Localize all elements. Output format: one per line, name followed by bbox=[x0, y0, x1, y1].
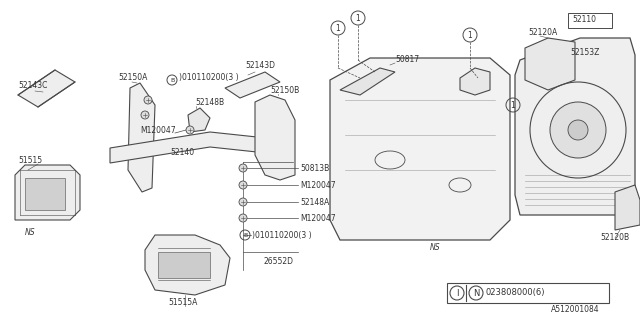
Circle shape bbox=[141, 111, 149, 119]
Polygon shape bbox=[255, 95, 295, 180]
Circle shape bbox=[239, 198, 247, 206]
Text: N: N bbox=[473, 289, 479, 298]
Text: )010110200(3 ): )010110200(3 ) bbox=[252, 230, 312, 239]
Text: 52148B: 52148B bbox=[195, 98, 224, 107]
Text: 50817: 50817 bbox=[395, 55, 419, 64]
Text: M120047: M120047 bbox=[140, 126, 175, 135]
Circle shape bbox=[239, 164, 247, 172]
Text: 1: 1 bbox=[468, 30, 472, 39]
Text: 52150B: 52150B bbox=[270, 86, 300, 95]
Polygon shape bbox=[110, 132, 285, 163]
Text: B: B bbox=[170, 77, 174, 83]
Text: 1: 1 bbox=[356, 13, 360, 22]
Text: 50813B: 50813B bbox=[300, 164, 329, 172]
Text: NS: NS bbox=[430, 243, 440, 252]
Circle shape bbox=[568, 120, 588, 140]
Text: A512001084: A512001084 bbox=[550, 305, 599, 314]
Text: 52150A: 52150A bbox=[118, 73, 147, 82]
Text: 26552D: 26552D bbox=[263, 258, 293, 267]
Polygon shape bbox=[330, 58, 510, 240]
Text: 52140: 52140 bbox=[170, 148, 194, 157]
Polygon shape bbox=[158, 252, 210, 278]
Polygon shape bbox=[515, 38, 635, 215]
Polygon shape bbox=[188, 108, 210, 132]
Circle shape bbox=[144, 96, 152, 104]
Polygon shape bbox=[145, 235, 230, 295]
Text: NS: NS bbox=[25, 228, 36, 237]
Text: 52153Z: 52153Z bbox=[570, 48, 600, 57]
Polygon shape bbox=[460, 68, 490, 95]
Text: B: B bbox=[243, 233, 247, 237]
Text: 52110: 52110 bbox=[572, 15, 596, 24]
Text: 023808000(6): 023808000(6) bbox=[485, 289, 545, 298]
Text: 52120B: 52120B bbox=[600, 233, 629, 242]
Text: 52143C: 52143C bbox=[18, 81, 47, 90]
Polygon shape bbox=[225, 72, 280, 98]
Text: 51515: 51515 bbox=[18, 156, 42, 165]
Text: M120047: M120047 bbox=[300, 180, 335, 189]
Polygon shape bbox=[525, 38, 575, 90]
Text: M120047: M120047 bbox=[300, 213, 335, 222]
Text: 1: 1 bbox=[511, 100, 515, 109]
Text: 51515A: 51515A bbox=[168, 298, 197, 307]
Circle shape bbox=[186, 126, 194, 134]
Polygon shape bbox=[128, 83, 155, 192]
Circle shape bbox=[550, 102, 606, 158]
Text: I: I bbox=[456, 289, 458, 298]
Polygon shape bbox=[18, 70, 75, 107]
Polygon shape bbox=[340, 68, 395, 95]
Polygon shape bbox=[25, 178, 65, 210]
Text: 1: 1 bbox=[335, 23, 340, 33]
Circle shape bbox=[239, 214, 247, 222]
Text: )010110200(3 ): )010110200(3 ) bbox=[179, 73, 239, 82]
Polygon shape bbox=[615, 185, 640, 230]
Text: 52143D: 52143D bbox=[245, 61, 275, 70]
Text: 52148A: 52148A bbox=[300, 197, 329, 206]
Text: 52120A: 52120A bbox=[528, 28, 557, 37]
Polygon shape bbox=[15, 165, 80, 220]
Circle shape bbox=[239, 181, 247, 189]
